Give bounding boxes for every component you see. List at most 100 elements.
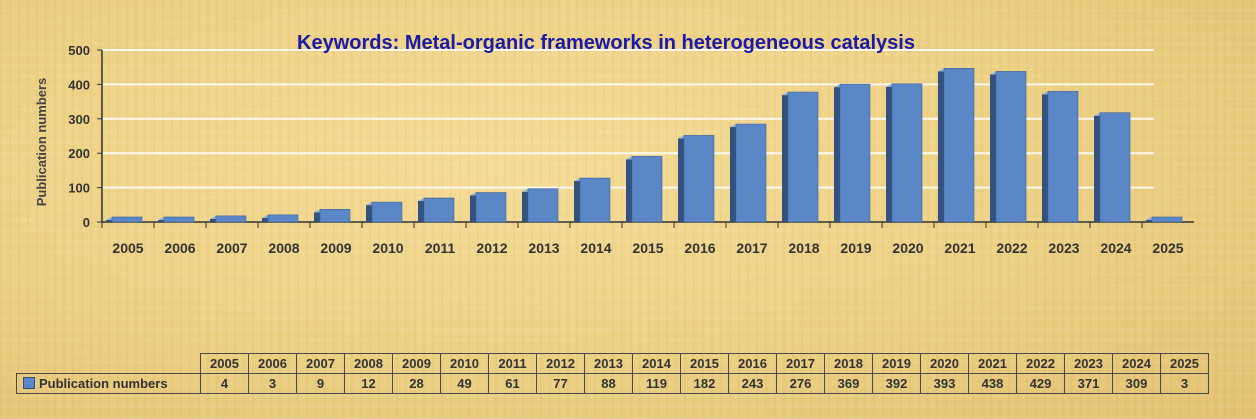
x-tick-label: 2025: [1152, 240, 1183, 256]
bar: [1042, 91, 1079, 223]
gridlines: [102, 49, 1154, 189]
table-year-cell: 2009: [392, 353, 441, 374]
data-table: 2005 2006 2007 2008 2009 2010 2011 2012 2013 2014…: [16, 353, 1209, 394]
table-header-row: 2005 2006 2007 2008 2009 2010 2011 2012 2013 2014…: [17, 353, 1209, 374]
series-name: Publication numbers: [39, 376, 168, 391]
x-tick-label: 2013: [528, 240, 559, 256]
bar: [626, 156, 663, 223]
x-tick-label: 2022: [996, 240, 1027, 256]
table-value-cell: 393: [920, 373, 969, 394]
chart: 0 100 200 300 400 500 2005 2006 2007 2008 2009 201…: [34, 32, 1194, 256]
bar: [366, 201, 403, 223]
bar: [106, 216, 143, 223]
legend-key-icon: [23, 377, 35, 389]
bar: [782, 91, 819, 223]
table-year-cell: 2017: [776, 353, 825, 374]
bar: [158, 216, 195, 223]
bar: [418, 197, 455, 223]
table-value-cell: 309: [1112, 373, 1161, 394]
x-tick-label: 2005: [112, 240, 143, 256]
x-tick-label: 2006: [164, 240, 195, 256]
table-value-cell: 12: [344, 373, 393, 394]
table-year-cell: 2014: [632, 353, 681, 374]
x-tick-label: 2020: [892, 240, 923, 256]
x-tick-label: 2017: [736, 240, 767, 256]
chart-title: Keywords: Metal-organic frameworks in he…: [297, 32, 915, 54]
table-value-cell: 438: [968, 373, 1017, 394]
x-tick-label: 2009: [320, 240, 351, 256]
x-tick-label: 2012: [476, 240, 507, 256]
table-year-cell: 2021: [968, 353, 1017, 374]
table-year-cell: 2011: [488, 353, 537, 374]
table-year-cell: 2024: [1112, 353, 1161, 374]
bar: [990, 71, 1027, 223]
table-series-label: Publication numbers: [16, 373, 201, 394]
table-value-cell: 276: [776, 373, 825, 394]
table-value-cell: 392: [872, 373, 921, 394]
table-year-cell: 2010: [440, 353, 489, 374]
y-tick-label: 500: [68, 43, 90, 58]
bar: [834, 83, 871, 223]
x-tick-label: 2023: [1048, 240, 1079, 256]
table-value-cell: 9: [296, 373, 345, 394]
x-tick-label: 2011: [425, 240, 456, 256]
table-year-cell: 2015: [680, 353, 729, 374]
table-value-cell: 3: [248, 373, 297, 394]
table-value-cell: 61: [488, 373, 537, 394]
y-tick-label: 200: [68, 146, 90, 161]
y-tick-label: 0: [83, 215, 90, 230]
bar: [470, 192, 507, 223]
bar: [574, 177, 611, 223]
table-value-cell: 243: [728, 373, 777, 394]
table-value-cell: 49: [440, 373, 489, 394]
bar: [522, 188, 559, 223]
table-value-cell: 119: [632, 373, 681, 394]
table-corner: [17, 354, 201, 374]
x-tick-label: 2019: [840, 240, 871, 256]
y-axis-label: Publication numbers: [34, 78, 49, 207]
x-tick-label: 2015: [632, 240, 663, 256]
table-value-cell: 371: [1064, 373, 1113, 394]
table-year-cell: 2025: [1160, 353, 1209, 374]
bar: [1094, 112, 1131, 223]
table-year-cell: 2013: [584, 353, 633, 374]
table-value-cell: 429: [1016, 373, 1065, 394]
table-year-cell: 2008: [344, 353, 393, 374]
x-tick-label: 2007: [216, 240, 247, 256]
table-value-cell: 3: [1160, 373, 1209, 394]
x-tick-label: 2021: [944, 240, 975, 256]
x-tick-labels: 2005 2006 2007 2008 2009 2010 2011 2012 2013 2014…: [112, 240, 1183, 256]
x-tick-label: 2024: [1100, 240, 1131, 256]
bar: [730, 123, 767, 223]
bar: [210, 215, 247, 223]
bar: [314, 209, 351, 223]
y-tick-labels: 0 100 200 300 400 500: [68, 43, 90, 230]
table-year-cell: 2023: [1064, 353, 1113, 374]
y-tick-label: 400: [68, 77, 90, 92]
table-value-cell: 77: [536, 373, 585, 394]
bar: [262, 214, 299, 223]
x-tick-label: 2018: [788, 240, 819, 256]
bar: [678, 135, 715, 223]
table-value-cell: 88: [584, 373, 633, 394]
x-tick-label: 2014: [580, 240, 611, 256]
table-value-cell: 28: [392, 373, 441, 394]
table-year-cell: 2005: [200, 353, 249, 374]
bar: [938, 68, 975, 223]
x-tick-label: 2016: [684, 240, 715, 256]
table-year-cell: 2018: [824, 353, 873, 374]
table-value-cell: 182: [680, 373, 729, 394]
x-tick-label: 2010: [372, 240, 403, 256]
table-value-row: Publication numbers 4 3 9 12 28 49 61 77 88 119 18…: [16, 373, 1209, 394]
y-tick-label: 300: [68, 112, 90, 127]
table-value-cell: 4: [200, 373, 249, 394]
table-year-cell: 2006: [248, 353, 297, 374]
table-year-cell: 2019: [872, 353, 921, 374]
bar: [1146, 216, 1183, 223]
y-tick-label: 100: [68, 181, 90, 196]
table-value-cell: 369: [824, 373, 873, 394]
bar: [886, 83, 923, 223]
x-tick-label: 2008: [268, 240, 299, 256]
bars: [106, 68, 1183, 223]
table-year-cell: 2007: [296, 353, 345, 374]
